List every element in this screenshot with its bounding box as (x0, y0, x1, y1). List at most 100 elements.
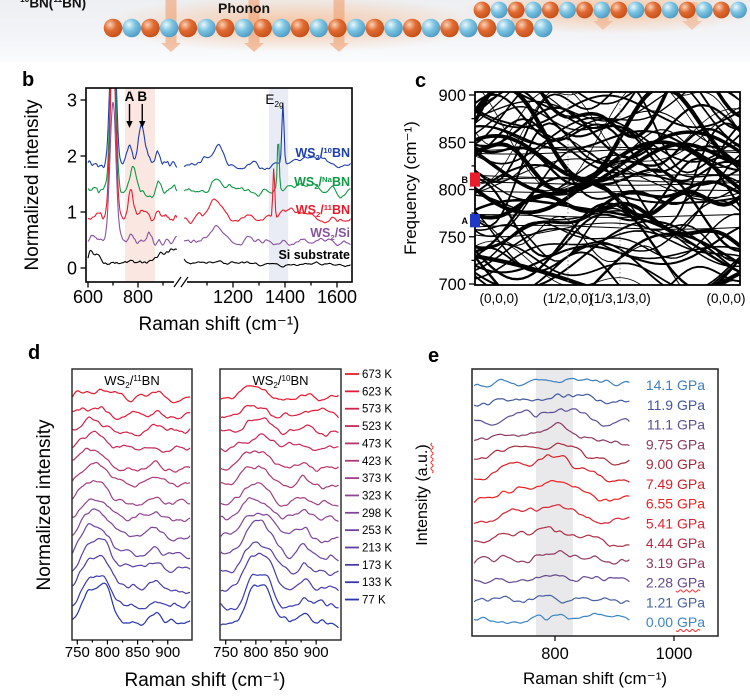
boron-atom (253, 18, 272, 38)
pressure-label: 11.1 GPa (647, 417, 705, 433)
down-arrow-icon (139, 121, 146, 128)
panel-e-letter: e (428, 345, 440, 367)
temp-curve-373K (220, 482, 339, 507)
x-tick-label: 1200 (213, 287, 253, 307)
boron-atom (365, 18, 385, 38)
pressure-label: 2.28 GPa (646, 575, 705, 591)
x-tick-label: 850 (125, 644, 150, 661)
boron-atom (515, 18, 534, 38)
temp-curve-77K (72, 582, 191, 626)
nitrogen-atom (661, 1, 679, 19)
plot-frame (85, 87, 353, 283)
nitrogen-atom (346, 18, 366, 38)
phonon-bands (475, 92, 740, 285)
panel-a-isotope-label: 10BN(11BN) (20, 0, 87, 11)
y-tick-label: 750 (438, 229, 466, 247)
pressure-label: 7.49 GPa (646, 476, 705, 492)
pressure-curve-1.21GPa (473, 594, 630, 604)
pressure-label: 9.00 GPa (646, 456, 705, 472)
annotation-label: B (137, 89, 147, 104)
nitrogen-atom (272, 18, 291, 38)
temp-curve-673K (220, 385, 339, 402)
series-3-seg-0 (87, 101, 177, 246)
pressure-label: 11.9 GPa (647, 397, 705, 413)
x-tick-label: 900 (304, 644, 329, 661)
legend-label: 77 K (362, 595, 386, 607)
boron-atom (178, 18, 198, 38)
x-axis-title: Raman shift (cm⁻¹) (139, 314, 300, 335)
series-0-seg-1 (183, 102, 351, 171)
highlight-band (535, 369, 573, 636)
pressure-curve-11.9GPa (473, 393, 630, 407)
pressure-curve-2.28GPa (473, 574, 630, 585)
mode-marker-label: A (462, 216, 469, 226)
temp-curve-323K (72, 498, 191, 523)
pressure-curve-0.00GPa (473, 612, 630, 625)
boron-atom (473, 1, 491, 19)
pressure-curve-7.49GPa (473, 454, 630, 483)
y-tick-label: 2 (67, 147, 77, 167)
boron-atom (440, 18, 459, 38)
panel-a-illustration (100, 0, 750, 52)
temp-curve-373K (72, 479, 191, 507)
boron-atom (713, 1, 730, 19)
e2g-band (268, 88, 289, 282)
x-tick-label: 1600 (317, 287, 357, 307)
x-tick-label: 1000 (656, 645, 693, 663)
temp-curve-423K (220, 465, 339, 490)
y-axis-title: Frequency (cm⁻¹) (401, 121, 420, 255)
temp-curve-173K (72, 554, 191, 595)
panel-d-letter: d (28, 342, 41, 364)
highlight-bands (125, 88, 289, 282)
temp-curve-298K (220, 512, 339, 544)
temp-curve-573K (220, 417, 339, 437)
x-axis-title: Raman shift (cm⁻¹) (125, 670, 286, 691)
legend-label: 573 K (362, 404, 392, 416)
panel-c-phonon-dispersion-chart: 700 750 800 850 900 (0,0,0) (1/2,0,0)(1/3,1/3,… (401, 87, 746, 306)
pressure-label: 0.00 GPa (646, 614, 705, 630)
pressure-curve-9.00GPa (474, 442, 630, 466)
series-label: Si substrate (278, 248, 350, 262)
x-tick-label: 900 (155, 644, 180, 661)
panel-b-letter: b (22, 69, 35, 91)
legend-label: 213 K (362, 543, 392, 555)
nitrogen-atom (309, 18, 329, 38)
temp-curve-323K (220, 496, 339, 522)
x-tick-label: 800 (95, 644, 120, 661)
boron-atom (402, 18, 422, 38)
temperature-legend: 673 K 623 K 573 K 523 K 473 K 423 K 373 K 323 K… (345, 369, 392, 607)
temp-curve-673K (72, 388, 191, 404)
nitrogen-atom (627, 1, 645, 19)
atom-chain-left (103, 18, 553, 38)
atom-chain-right (473, 1, 747, 19)
boron-atom (477, 18, 497, 38)
mode-marker-label: B (462, 175, 469, 185)
mode-marker-a (470, 214, 480, 228)
temp-curve-473K (72, 447, 191, 473)
x-axis-title: Raman shift (cm⁻¹) (523, 669, 667, 688)
x-tick-label: 800 (123, 287, 153, 307)
plot-frame (474, 91, 741, 286)
y-tick-label: 3 (67, 91, 77, 111)
x-tick-label: 1400 (265, 287, 305, 307)
annotation-label: A (125, 89, 135, 104)
series-4-seg-0 (87, 248, 178, 265)
temp-curve-253K (220, 519, 339, 562)
temp-curve-213K (72, 537, 191, 574)
panel-c-letter: c (415, 70, 427, 92)
temp-curve-473K (220, 450, 339, 472)
y-tick-label: 900 (438, 87, 466, 105)
legend-label: 423 K (362, 456, 392, 468)
x-tick-label: 750 (213, 644, 238, 661)
legend-label: 298 K (362, 508, 392, 520)
temp-curve-253K (72, 522, 191, 560)
mode-marker-b (470, 172, 480, 187)
series-4-seg-1 (183, 258, 351, 268)
nitrogen-atom (384, 18, 403, 38)
pressure-label: 4.44 GPa (646, 535, 705, 551)
boron-atom (328, 18, 347, 38)
nitrogen-atom (197, 18, 216, 38)
axis-ticks (469, 94, 475, 285)
series-label: WS2/Si (310, 226, 350, 242)
